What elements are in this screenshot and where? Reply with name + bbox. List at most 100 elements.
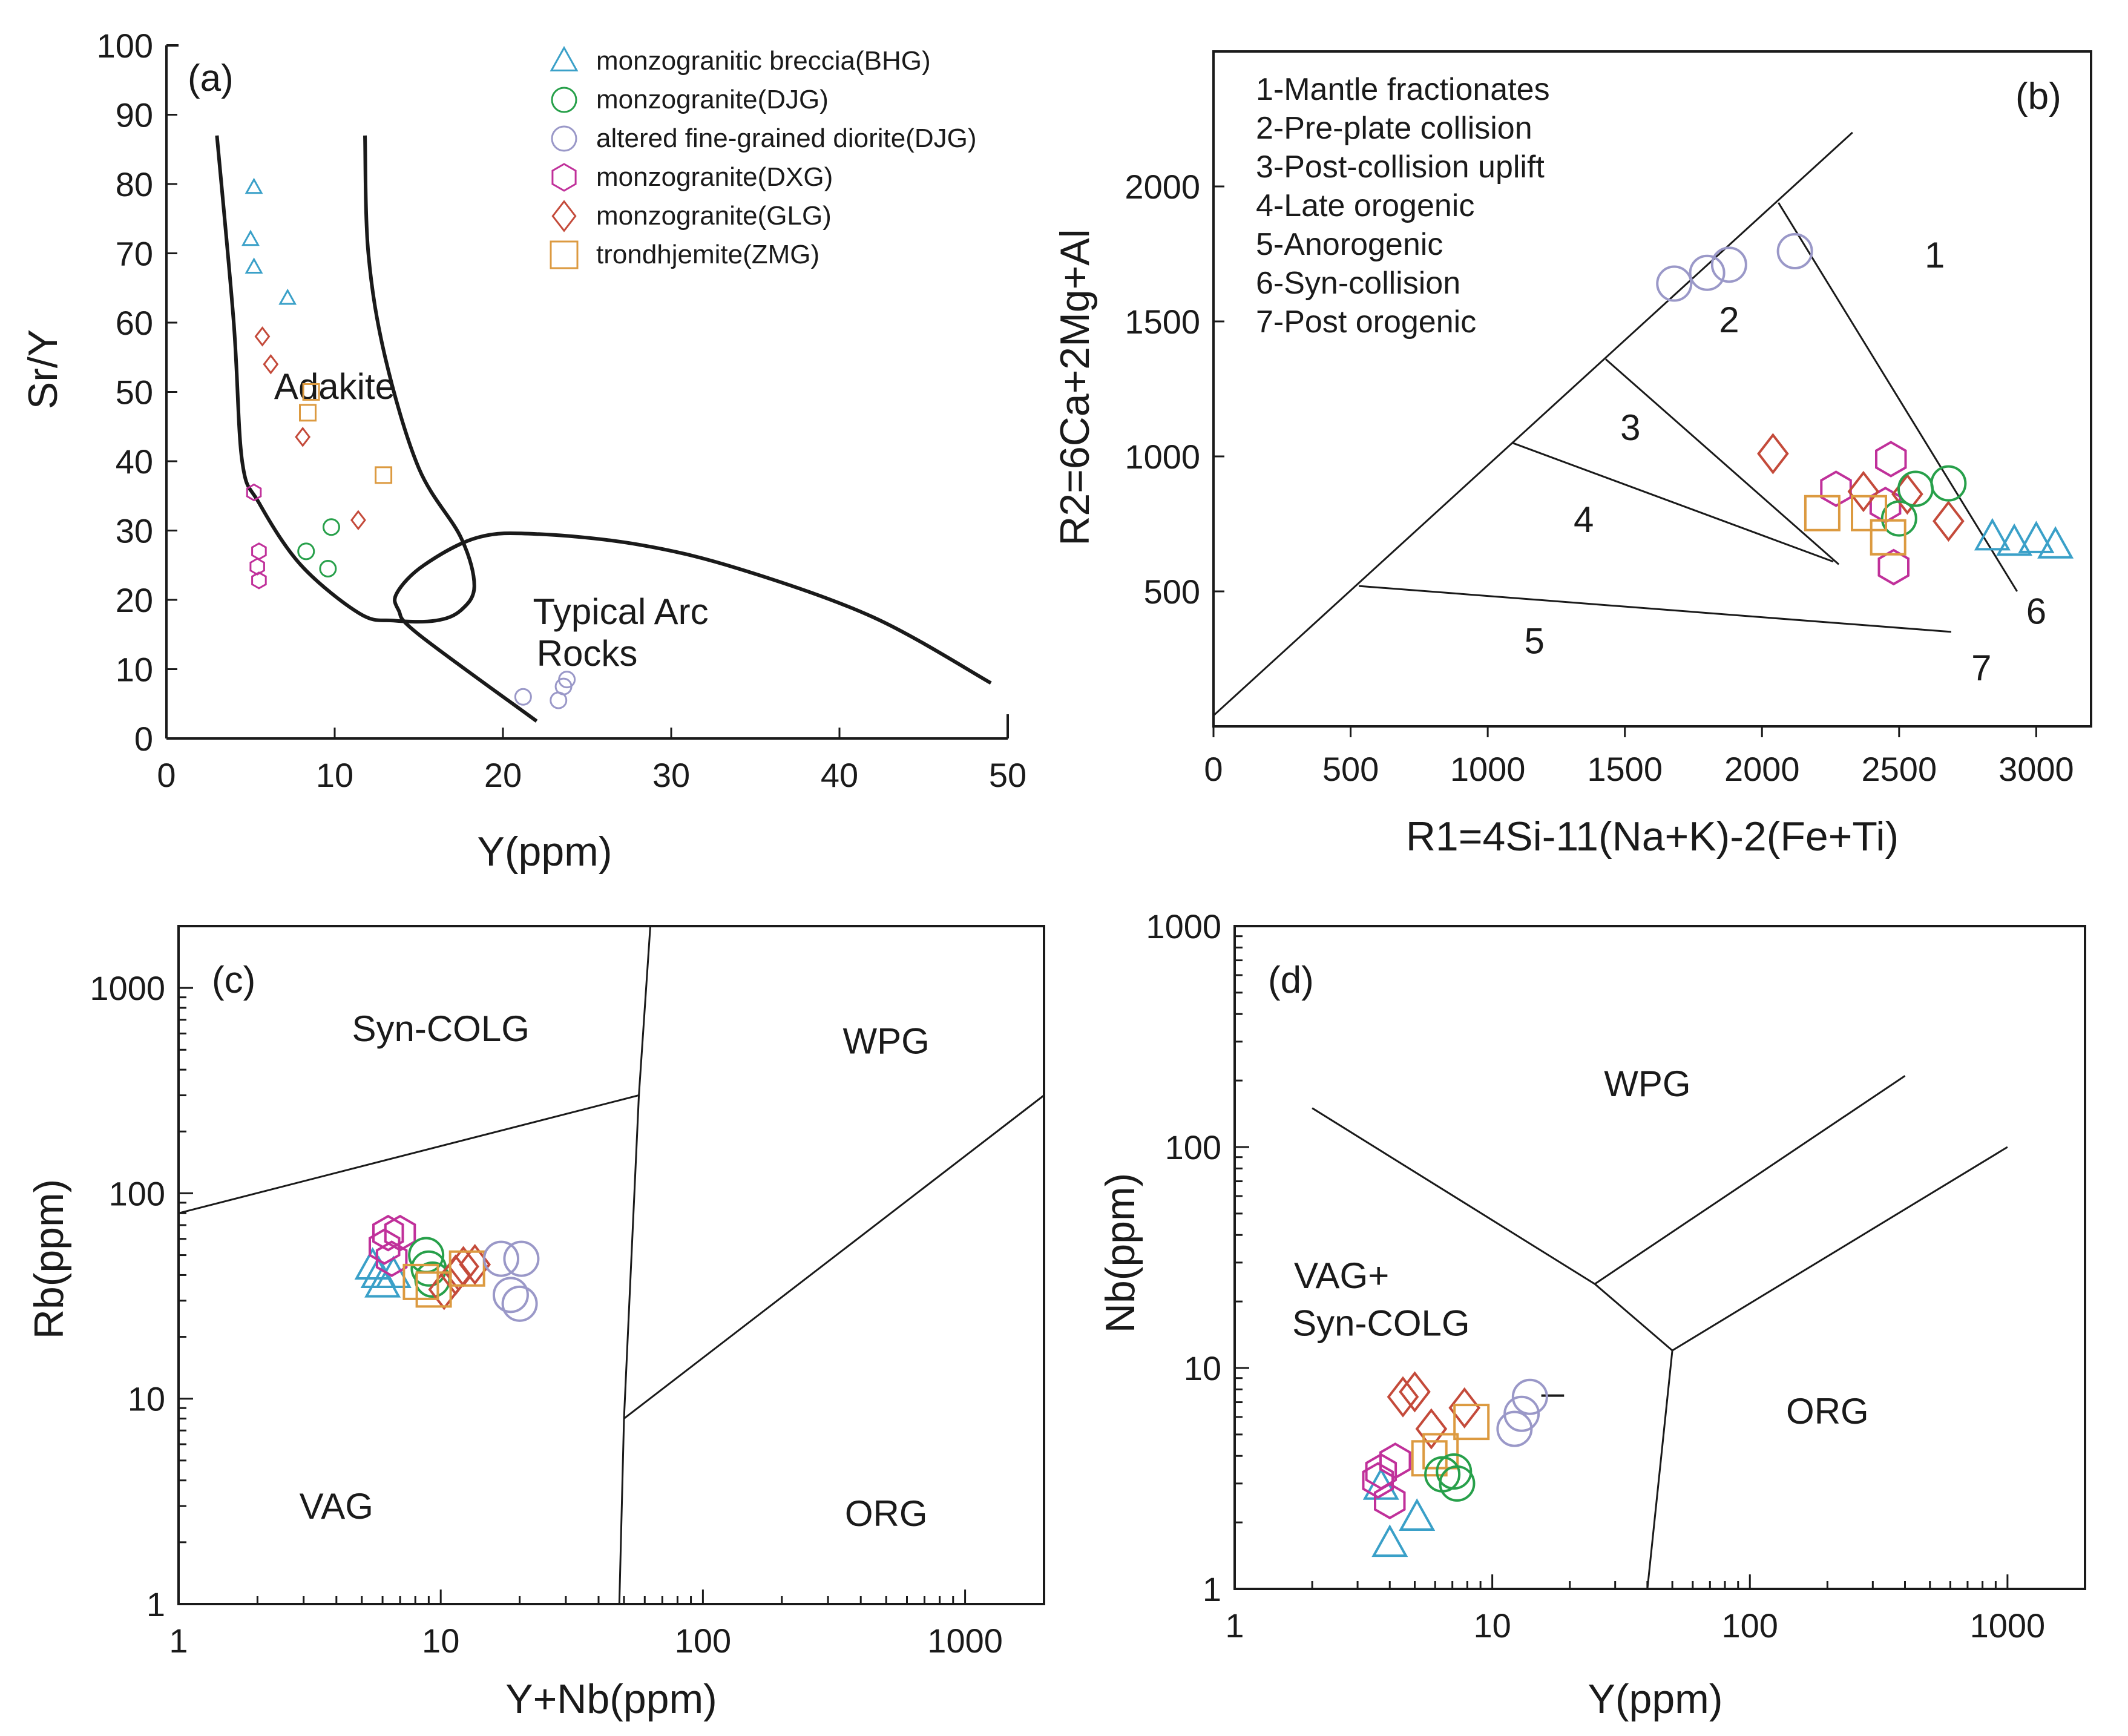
data-point-bhg [1974, 518, 2011, 551]
y-tick-label: 10 [1184, 1349, 1221, 1387]
x-tick-label: 40 [821, 756, 858, 794]
data-point-djg_di [1710, 246, 1747, 283]
field-boundary [1212, 131, 1853, 717]
y-tick-label: 0 [134, 720, 153, 758]
data-point-djg_di [483, 1240, 520, 1277]
data-point-glg [1933, 500, 1965, 542]
x-tick-label: 10 [316, 756, 353, 794]
data-point-dxg [375, 1240, 408, 1277]
data-point-djg_mz [319, 559, 337, 577]
data-point-bhg [1996, 523, 2033, 556]
legend-marker-djg_di [551, 125, 577, 152]
legend-label: monzogranite(DXG) [596, 162, 833, 192]
data-point-bhg [245, 177, 263, 194]
data-point-djg_di [514, 688, 532, 706]
legend-label: monzogranite(DJG) [596, 85, 829, 114]
x-axis-title: Y(ppm) [478, 829, 612, 875]
data-point-djg_di [1776, 233, 1813, 270]
region-label: Syn-COLG [1292, 1303, 1470, 1344]
data-point-bhg [245, 257, 263, 274]
x-tick-label: 2500 [1862, 750, 1937, 788]
y-tick-label: 1000 [90, 969, 165, 1007]
legend-marker-djg_mz [551, 87, 577, 113]
data-point-djg_mz [1930, 465, 1967, 502]
y-tick-label: 90 [116, 96, 153, 134]
data-point-dxg [249, 557, 265, 576]
legend: monzogranitic breccia(BHG) monzogranite(D… [550, 45, 977, 269]
data-point-djg_mz [1897, 470, 1934, 507]
data-point-djg_di [501, 1285, 538, 1322]
data-point-bhg [1399, 1498, 1436, 1531]
data-point-glg [350, 510, 366, 531]
panel-c: 1 10 100 1000 1 10 100 1000 Y+Nb(ppm) Rb(ppm) (c) S… [26, 925, 1045, 1722]
data-point-djg_mz [1880, 500, 1917, 537]
data-point-zmg [302, 383, 320, 401]
y-tick-label: 10 [128, 1380, 165, 1418]
field-boundary [1646, 1350, 1673, 1590]
x-tick-label: 50 [989, 756, 1026, 794]
panel-a: 0 10 20 30 40 50 0 10 20 30 40 50 60 70 80 90 100 Y(ppm) S… [20, 27, 1026, 875]
x-tick-label: 1000 [927, 1622, 1003, 1660]
data-point-zmg [415, 1271, 452, 1308]
y-tick-label: 1000 [1125, 438, 1200, 476]
plot-frame [1233, 925, 2086, 1590]
y-axis-title: Nb(ppm) [1097, 1173, 1143, 1333]
y-tick-label: 80 [116, 165, 153, 203]
region-label: 3 [1620, 407, 1640, 448]
legend-label: monzogranitic breccia(BHG) [596, 46, 931, 76]
x-tick-label: 10 [1473, 1606, 1511, 1645]
data-point-dxg [251, 571, 267, 590]
field-boundary [1512, 442, 1834, 563]
region-label: ORG [1786, 1391, 1869, 1432]
data-point-djg_di [1503, 1395, 1540, 1432]
field-key-entry: 7-Post orogenic [1256, 304, 1476, 340]
region-label: 1 [1925, 235, 1945, 275]
data-point-glg [1399, 1371, 1431, 1413]
data-point-dxg [1820, 470, 1852, 507]
x-tick-label: 10 [422, 1622, 459, 1660]
x-tick-label: 1 [169, 1622, 188, 1660]
y-tick-label: 1500 [1125, 303, 1200, 341]
data-point-bhg [278, 288, 297, 305]
field-key-entry: 5-Anorogenic [1256, 227, 1443, 262]
x-axis-title: Y(ppm) [1588, 1676, 1723, 1722]
data-point-zmg [1804, 495, 1841, 531]
field-boundary [1594, 1075, 1906, 1285]
data-point-glg [428, 1269, 461, 1310]
data-point-djg_di [1511, 1378, 1548, 1415]
panel-label: (b) [2015, 76, 2061, 117]
x-tick-label: 1 [1225, 1606, 1244, 1645]
data-point-bhg [241, 229, 260, 246]
x-axis-title: Y+Nb(ppm) [505, 1676, 717, 1722]
region-label: 4 [1574, 499, 1594, 540]
data-point-dxg [369, 1228, 401, 1265]
data-point-dxg [1875, 441, 1907, 478]
x-tick-label: 0 [157, 756, 176, 794]
data-point-djg_mz [1436, 1453, 1473, 1490]
data-point-glg [1847, 470, 1880, 513]
field-boundary [393, 531, 992, 723]
data-point-bhg [2037, 526, 2074, 559]
y-tick-label: 50 [116, 373, 153, 412]
x-tick-label: 2000 [1724, 750, 1800, 788]
data-point-zmg [375, 466, 393, 484]
data-point-dxg [1379, 1442, 1411, 1479]
region-label: WPG [1604, 1064, 1690, 1104]
panel-label: (d) [1268, 959, 1314, 1001]
y-tick-label: 70 [116, 235, 153, 273]
data-point-glg [263, 353, 279, 375]
region-label: Typical Arc [533, 591, 709, 632]
data-point-glg [1387, 1376, 1419, 1418]
data-point-dxg [372, 1214, 404, 1252]
legend-label: trondhjemite(ZMG) [596, 240, 819, 269]
data-point-glg [1415, 1408, 1448, 1450]
data-point-glg [1757, 433, 1789, 475]
data-point-bhg [2018, 521, 2055, 553]
x-tick-label: 1500 [1587, 750, 1663, 788]
field-boundary [623, 1094, 1045, 1419]
x-tick-label: 1000 [1970, 1606, 2046, 1645]
field-boundary [1778, 202, 2018, 592]
data-point-djg_di [1656, 265, 1693, 302]
data-point-dxg [1362, 1462, 1394, 1499]
